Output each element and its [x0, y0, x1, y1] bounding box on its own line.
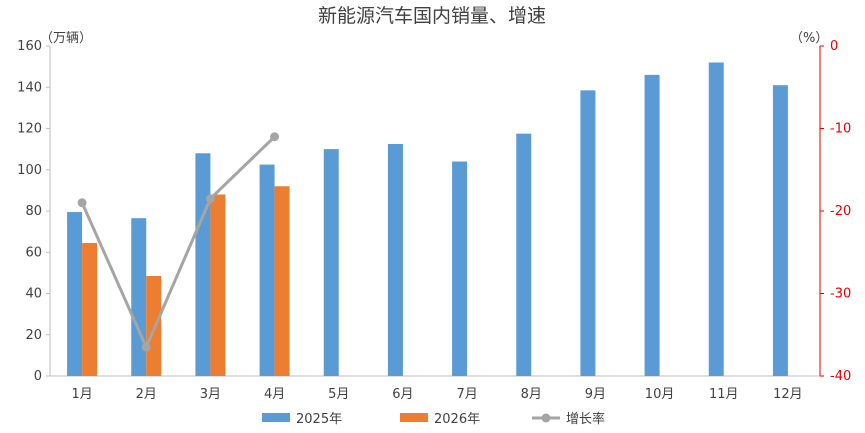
bar-2025年-1月 — [67, 212, 83, 376]
legend-swatch-2025年 — [262, 413, 290, 422]
x-axis-label: 5月 — [328, 387, 349, 402]
growth-point-1月 — [77, 198, 87, 208]
x-axis-label: 9月 — [585, 387, 606, 402]
x-axis-label: 2月 — [136, 387, 157, 402]
bar-2025年-6月 — [387, 143, 403, 376]
chart-title: 新能源汽车国内销量、增速 — [318, 5, 546, 27]
right-axis-tick-label: -20 — [830, 204, 851, 219]
growth-point-2月 — [141, 342, 151, 352]
x-axis-label: 11月 — [709, 387, 739, 402]
bar-2026年-3月 — [210, 194, 226, 376]
bar-2025年-5月 — [323, 149, 339, 376]
left-axis-tick-label: 100 — [17, 163, 42, 178]
left-axis-unit: （万辆） — [40, 31, 92, 46]
bar-2025年-9月 — [580, 90, 596, 376]
right-axis-unit: （%） — [790, 31, 828, 46]
bars-group — [67, 62, 788, 376]
bar-2025年-7月 — [452, 161, 468, 376]
x-axis-label: 10月 — [645, 387, 675, 402]
left-axis-tick-label: 40 — [25, 287, 42, 302]
right-axis-tick-label: -10 — [830, 122, 851, 137]
legend-swatch-2026年 — [400, 413, 428, 422]
growth-line-group — [77, 132, 280, 352]
legend: 2025年 2026年 增长率 — [262, 411, 605, 427]
x-axis-label: 4月 — [264, 387, 285, 402]
growth-point-3月 — [205, 194, 215, 204]
bar-2025年-3月 — [195, 153, 211, 376]
bar-2025年-10月 — [644, 74, 660, 376]
bar-2025年-4月 — [259, 164, 275, 376]
bar-2026年-1月 — [82, 242, 98, 376]
right-axis-tick-label: -40 — [830, 369, 851, 384]
legend-label-2026年: 2026年 — [434, 412, 480, 427]
bar-2025年-2月 — [131, 218, 147, 376]
left-axis-tick-label: 120 — [17, 122, 42, 137]
legend-marker-增长率 — [541, 413, 551, 423]
bar-2026年-2月 — [146, 275, 162, 376]
x-axis-label: 1月 — [71, 387, 92, 402]
right-axis-tick-label: 0 — [830, 39, 838, 54]
growth-line — [80, 135, 276, 351]
right-axis-tick-label: -30 — [830, 287, 851, 302]
growth-point-4月 — [270, 132, 280, 142]
left-axis-tick-label: 160 — [17, 39, 42, 54]
left-axis-tick-label: 60 — [25, 245, 42, 260]
x-axis-label: 3月 — [200, 387, 221, 402]
left-axis-tick-label: 80 — [25, 204, 42, 219]
axes: 0 20 40 60 80 100 120 140 160 0 -10 -20 -30 -40 — [17, 39, 851, 384]
bar-2026年-4月 — [274, 186, 290, 376]
bar-2025年-11月 — [708, 62, 724, 376]
legend-label-增长率: 增长率 — [566, 411, 605, 427]
legend-label-2025年: 2025年 — [296, 412, 342, 427]
left-axis-tick-label: 0 — [34, 369, 42, 384]
x-axis-label: 12月 — [773, 387, 803, 402]
x-axis-label: 7月 — [456, 387, 477, 402]
left-axis-tick-label: 20 — [25, 328, 42, 343]
left-axis-tick-label: 140 — [17, 80, 42, 95]
x-axis-label: 6月 — [392, 387, 413, 402]
bar-2025年-12月 — [772, 85, 788, 376]
x-axis-labels: 1月 2月 3月 4月 5月 6月 7月 8月 9月 10月 11月 12月 — [71, 387, 802, 402]
x-axis-label: 8月 — [521, 387, 542, 402]
bar-2025年-8月 — [516, 133, 532, 376]
